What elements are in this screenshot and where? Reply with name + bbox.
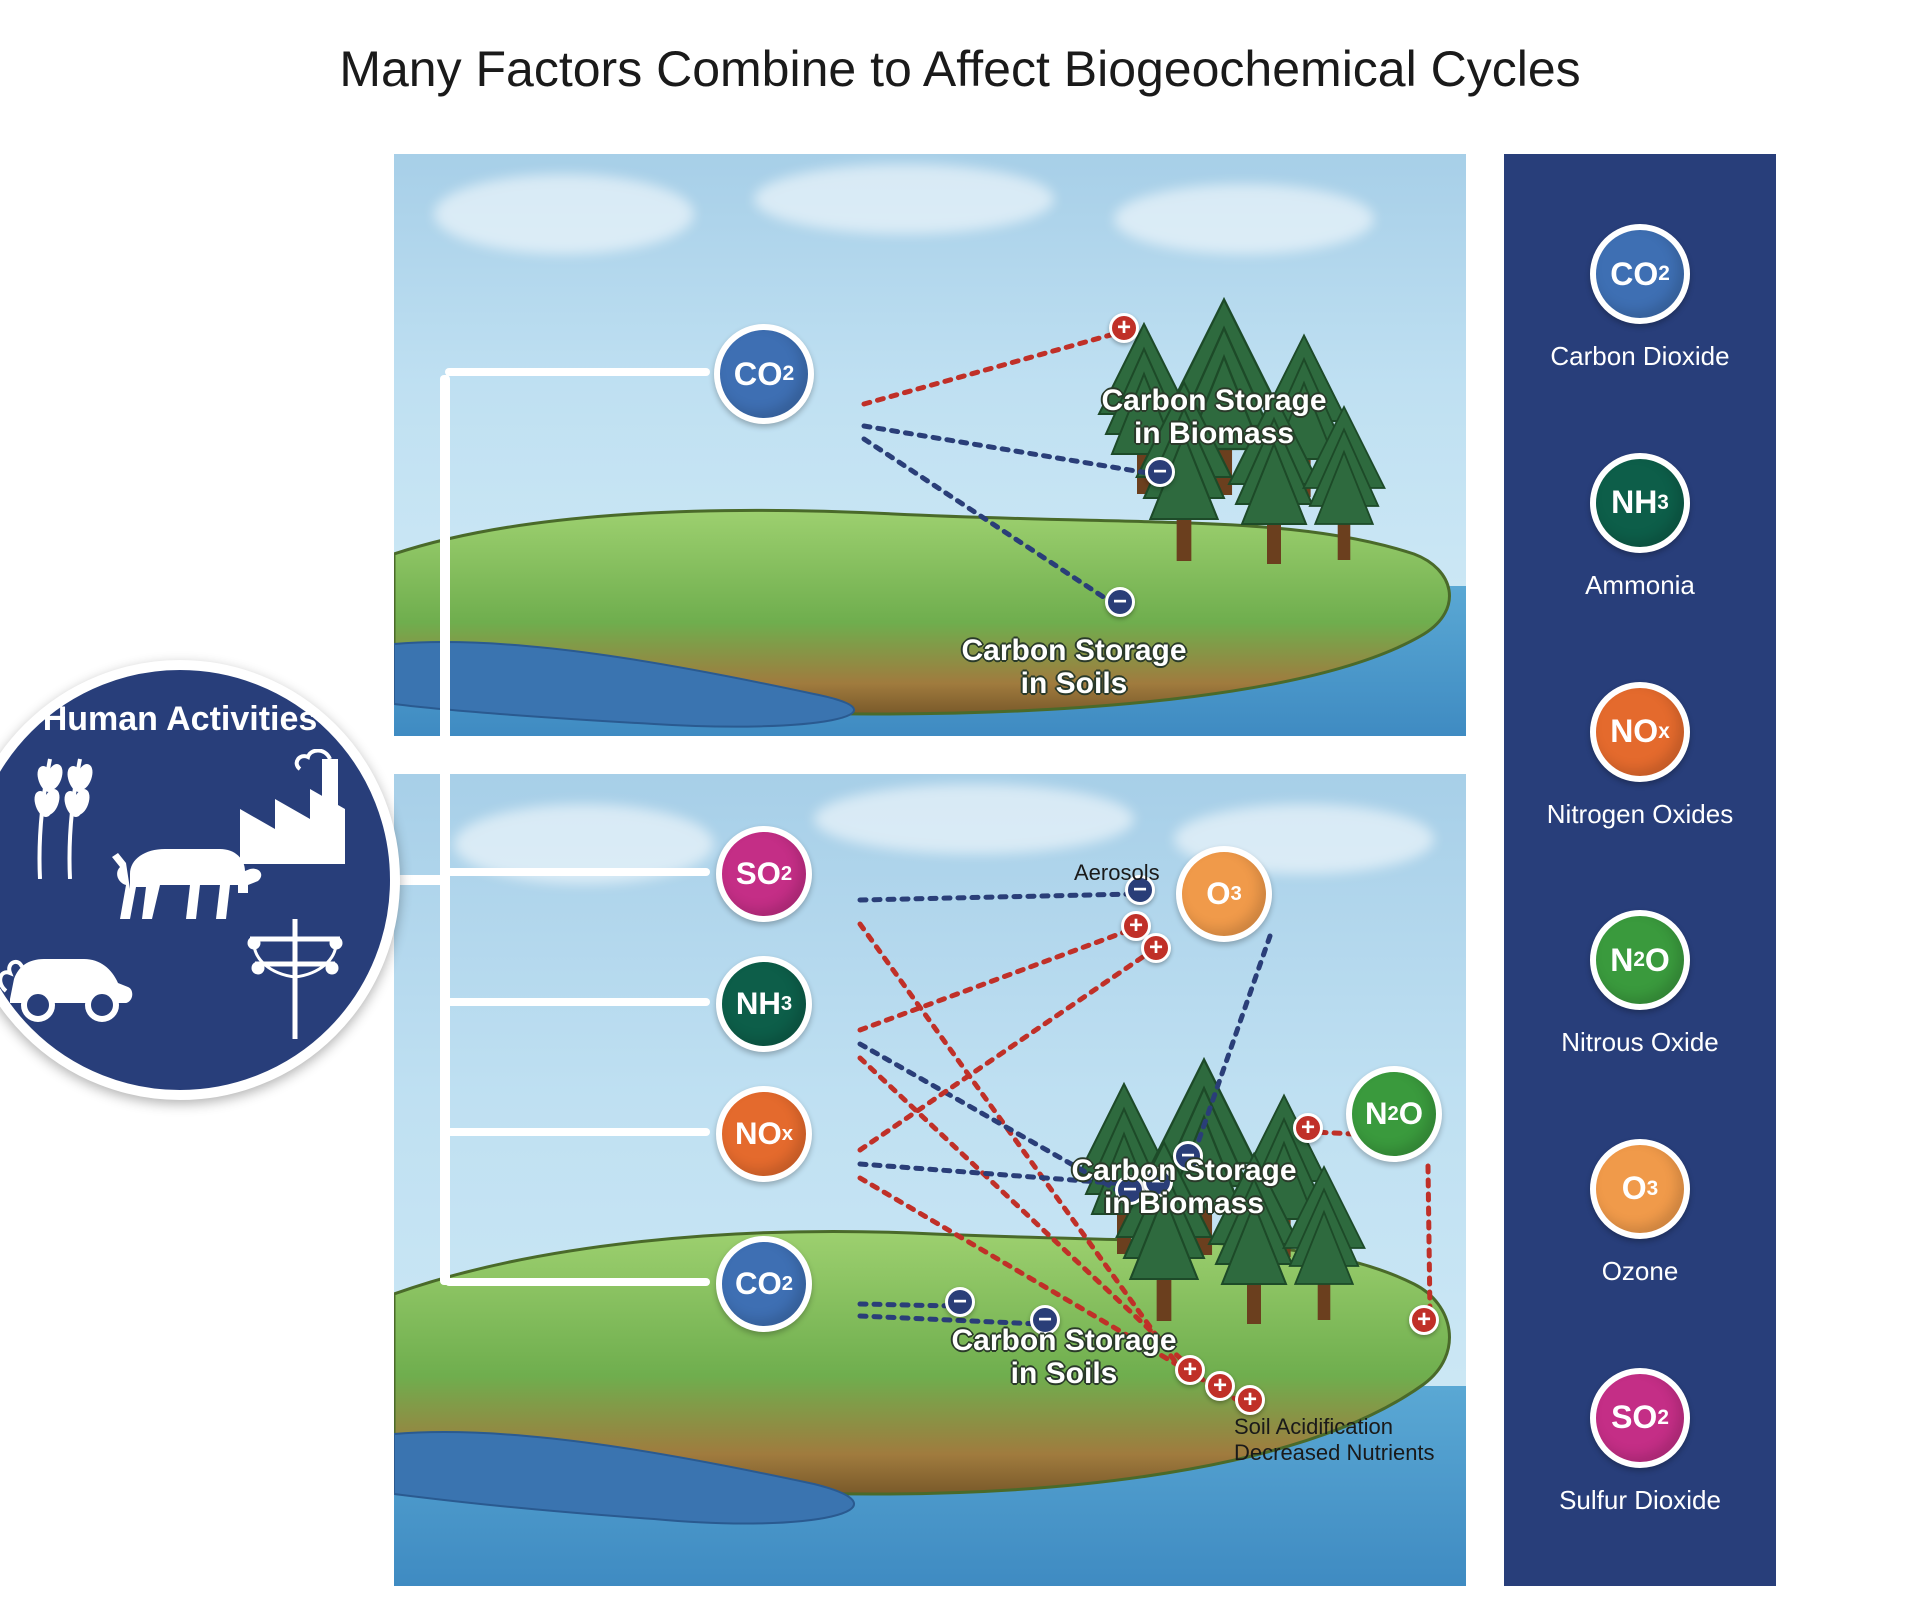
legend-label-so2: Sulfur Dioxide — [1559, 1485, 1721, 1516]
chem-co2-icon: CO2 — [1590, 224, 1690, 324]
small-label: Soil AcidificationDecreased Nutrients — [1234, 1414, 1435, 1466]
label-carbon-storage-in-biomass: Carbon Storagein Biomass — [1064, 384, 1364, 450]
power-pole-icon — [240, 919, 350, 1039]
legend-item-nox: NOx Nitrogen Oxides — [1547, 682, 1733, 830]
legend-column: CO2 Carbon Dioxide NH3 Ammonia NOx Nitrogen O… — [1500, 150, 1780, 1590]
human-activities-circle: Human Activities — [0, 660, 400, 1100]
plus-icon: + — [1235, 1385, 1265, 1415]
human-activities-title: Human Activities — [43, 700, 318, 739]
legend-item-n2o: N2O Nitrous Oxide — [1561, 910, 1719, 1058]
legend-label-n2o: Nitrous Oxide — [1561, 1027, 1719, 1058]
chem-nox-icon: NOx — [1590, 682, 1690, 782]
legend-label-co2: Carbon Dioxide — [1550, 341, 1729, 372]
legend-item-o3: O3 Ozone — [1590, 1139, 1690, 1287]
panel-top: CO2 + − − Carbon Storagein Biomass Carbon Sto… — [390, 150, 1470, 740]
minus-icon: − — [1105, 587, 1135, 617]
page-title: Many Factors Combine to Affect Biogeoche… — [0, 40, 1920, 98]
cow-icon — [100, 819, 270, 929]
legend-item-so2: SO2 Sulfur Dioxide — [1559, 1368, 1721, 1516]
label-carbon-storage-in-soils: Carbon Storagein Soils — [914, 1324, 1214, 1390]
plus-icon: + — [1293, 1113, 1323, 1143]
human-activities-icons — [0, 749, 360, 1049]
chem-nh3-icon: NH3 — [1590, 453, 1690, 553]
minus-icon: − — [945, 1287, 975, 1317]
chem-co2-icon: CO2 — [716, 1236, 812, 1332]
plus-icon: + — [1141, 933, 1171, 963]
legend-item-co2: CO2 Carbon Dioxide — [1550, 224, 1729, 372]
chem-o3-icon: O3 — [1176, 846, 1272, 942]
chem-so2-icon: SO2 — [716, 826, 812, 922]
legend-item-nh3: NH3 Ammonia — [1585, 453, 1695, 601]
plus-icon: + — [1109, 313, 1139, 343]
legend-label-nh3: Ammonia — [1585, 570, 1695, 601]
chem-so2-icon: SO2 — [1590, 1368, 1690, 1468]
chem-nh3-icon: NH3 — [716, 956, 812, 1052]
label-carbon-storage-in-biomass: Carbon Storagein Biomass — [1034, 1154, 1334, 1220]
legend-label-nox: Nitrogen Oxides — [1547, 799, 1733, 830]
chem-co2-icon: CO2 — [714, 324, 814, 424]
chem-nox-icon: NOx — [716, 1086, 812, 1182]
label-carbon-storage-in-soils: Carbon Storagein Soils — [924, 634, 1224, 700]
chem-o3-icon: O3 — [1590, 1139, 1690, 1239]
small-label: Aerosols — [1074, 860, 1160, 886]
panel-bottom: SO2NH3NOxCO2O3N2O−++−++−+−−−++Carbon Sto… — [390, 770, 1470, 1590]
chem-n2o-icon: N2O — [1590, 910, 1690, 1010]
diagram-stage: CO2 + − − Carbon Storagein Biomass Carbon Sto… — [180, 150, 1780, 1590]
minus-icon: − — [1145, 457, 1175, 487]
car-icon — [0, 939, 140, 1029]
plus-icon: + — [1409, 1305, 1439, 1335]
chem-n2o-icon: N2O — [1346, 1066, 1442, 1162]
legend-label-o3: Ozone — [1590, 1256, 1690, 1287]
